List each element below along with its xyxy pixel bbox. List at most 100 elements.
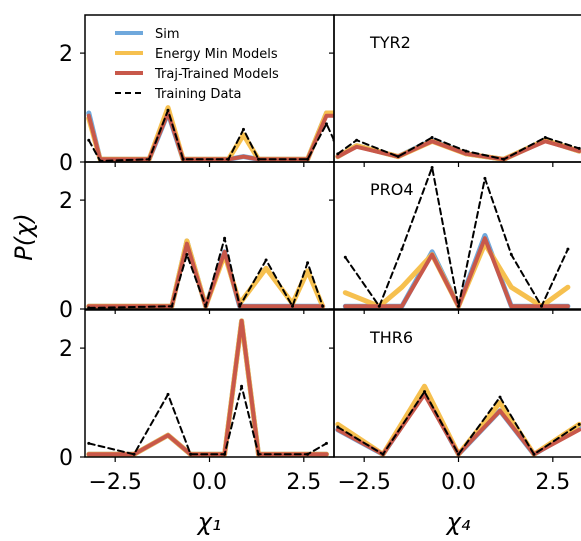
data-point (498, 401, 502, 405)
data-point (257, 452, 261, 456)
data-point (241, 133, 245, 137)
series-line-traj-trained-models (335, 392, 581, 457)
series-line-energy-min-models (86, 105, 334, 162)
y-tick-label: 2 (59, 189, 73, 214)
data-point (343, 255, 347, 259)
data-point (87, 441, 91, 445)
series-line-training-data (87, 237, 324, 309)
data-point (324, 452, 328, 456)
data-point (223, 236, 227, 240)
panel-4-plot-area (86, 318, 329, 457)
data-point (87, 114, 91, 118)
data-point (400, 285, 404, 289)
legend: Sim Energy Min Models Traj-Trained Models T… (115, 27, 279, 102)
x-tick-label: 0.0 (441, 470, 476, 495)
data-point (324, 441, 328, 445)
data-point (343, 304, 347, 308)
data-point (457, 304, 460, 308)
panel-1: TYR2 (329, 14, 581, 167)
series-line-sim (335, 389, 581, 457)
panel-3: PRO4 (329, 161, 581, 314)
data-point (185, 242, 189, 246)
panel-2: 02 (59, 161, 335, 323)
panel-2-frame (84, 161, 335, 310)
data-point (566, 247, 570, 251)
panel-label: TYR2 (369, 33, 411, 52)
data-point (430, 136, 434, 139)
data-point (324, 114, 328, 118)
legend-label: Traj-Trained Models (154, 67, 279, 82)
data-point (532, 452, 536, 456)
data-point (464, 149, 468, 153)
panel-label: PRO4 (370, 180, 414, 199)
data-point (336, 428, 340, 432)
x-tick-label: −2.5 (337, 470, 390, 495)
x-tick-label: 0.0 (192, 470, 227, 495)
data-point (396, 155, 400, 159)
data-point (336, 152, 340, 156)
data-point (185, 239, 189, 243)
data-point (306, 261, 310, 265)
data-point (181, 157, 185, 161)
series-line-traj-trained-models (335, 139, 581, 162)
panel-4-frame (84, 309, 335, 458)
data-point (257, 157, 261, 161)
panel-3-plot-area (342, 165, 571, 309)
series-line-energy-min-models (86, 238, 326, 309)
data-point (577, 422, 581, 426)
data-point (321, 304, 325, 308)
data-point (355, 145, 359, 149)
series-line-training-data (87, 385, 328, 456)
legend-label: Sim (155, 27, 180, 42)
data-point (498, 409, 502, 413)
panel-5-plot-area (335, 383, 581, 457)
data-point (577, 146, 581, 150)
data-point (336, 425, 340, 429)
series-line-sim (86, 110, 334, 162)
series-line-energy-min-models (86, 318, 329, 457)
data-point (343, 291, 347, 295)
panel-label: THR6 (369, 328, 413, 347)
series-line-traj-trained-models (86, 111, 334, 162)
data-point (166, 392, 170, 396)
data-point (430, 253, 434, 257)
data-point (566, 304, 570, 308)
series-line-sim (86, 318, 329, 457)
data-point (543, 139, 547, 143)
data-point (87, 138, 91, 142)
data-point (509, 253, 513, 257)
series-line-training-data (336, 136, 581, 161)
data-point (185, 253, 189, 257)
data-point (483, 234, 487, 237)
series-line-traj-trained-models (86, 241, 325, 309)
data-point (377, 304, 381, 308)
data-point (306, 304, 310, 308)
data-point (291, 304, 294, 308)
data-point (204, 304, 208, 308)
x-tick-label: 2.5 (535, 470, 570, 495)
data-point (483, 236, 487, 240)
panel-5: −2.5 0.0 2.5 THR6 (329, 309, 581, 495)
y-tick-label: 0 (59, 298, 73, 323)
data-point (430, 139, 434, 143)
data-point (306, 269, 310, 273)
data-point (240, 384, 244, 388)
data-point (306, 452, 310, 456)
panel-2-plot-area (86, 236, 326, 309)
series-line-energy-min-models (335, 383, 581, 457)
data-point (464, 152, 468, 156)
data-point (336, 155, 340, 159)
y-tick-label: 2 (59, 337, 73, 362)
data-point (241, 155, 245, 159)
panel-4: 0 2 −2.5 0.0 2.5 (59, 309, 335, 495)
x-axis-label-chi1: χ₁ (196, 508, 222, 536)
series-line-training-data (87, 109, 334, 162)
y-tick-label: 0 (59, 446, 73, 471)
y-tick-label: 2 (59, 42, 73, 67)
x-axis-label-chi4: χ₄ (445, 508, 471, 536)
data-point (223, 250, 227, 254)
data-point (132, 452, 136, 456)
data-point (502, 157, 506, 161)
data-point (543, 136, 547, 139)
